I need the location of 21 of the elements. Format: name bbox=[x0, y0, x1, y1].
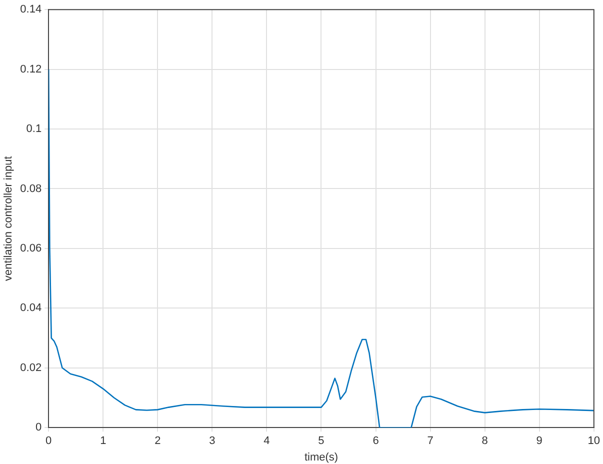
x-tick-label: 8 bbox=[482, 435, 488, 448]
y-tick-label: 0.06 bbox=[20, 242, 42, 254]
y-axis-title: ventilation controller input bbox=[2, 156, 15, 281]
x-tick-label: 2 bbox=[154, 435, 161, 448]
x-tick-label: 4 bbox=[264, 435, 270, 448]
y-tick-label: 0.12 bbox=[20, 63, 42, 76]
x-tick-label: 10 bbox=[588, 435, 600, 448]
x-axis-title: time(s) bbox=[304, 451, 338, 464]
x-tick-label: 3 bbox=[209, 435, 216, 448]
x-tick-label: 6 bbox=[372, 435, 379, 448]
x-tick-label: 7 bbox=[427, 435, 434, 448]
x-tick-label: 5 bbox=[318, 435, 324, 448]
y-tick-label: 0.08 bbox=[20, 182, 42, 195]
y-tick-label: 0 bbox=[35, 422, 42, 434]
x-tick-label: 1 bbox=[100, 435, 106, 448]
x-tick-label: 0 bbox=[46, 435, 52, 448]
y-tick-label: 0.14 bbox=[20, 4, 42, 16]
x-tick-label: 9 bbox=[536, 435, 542, 448]
y-tick-label: 0.1 bbox=[26, 123, 42, 136]
y-tick-label: 0.04 bbox=[20, 302, 42, 314]
y-tick-label: 0.02 bbox=[20, 362, 42, 374]
